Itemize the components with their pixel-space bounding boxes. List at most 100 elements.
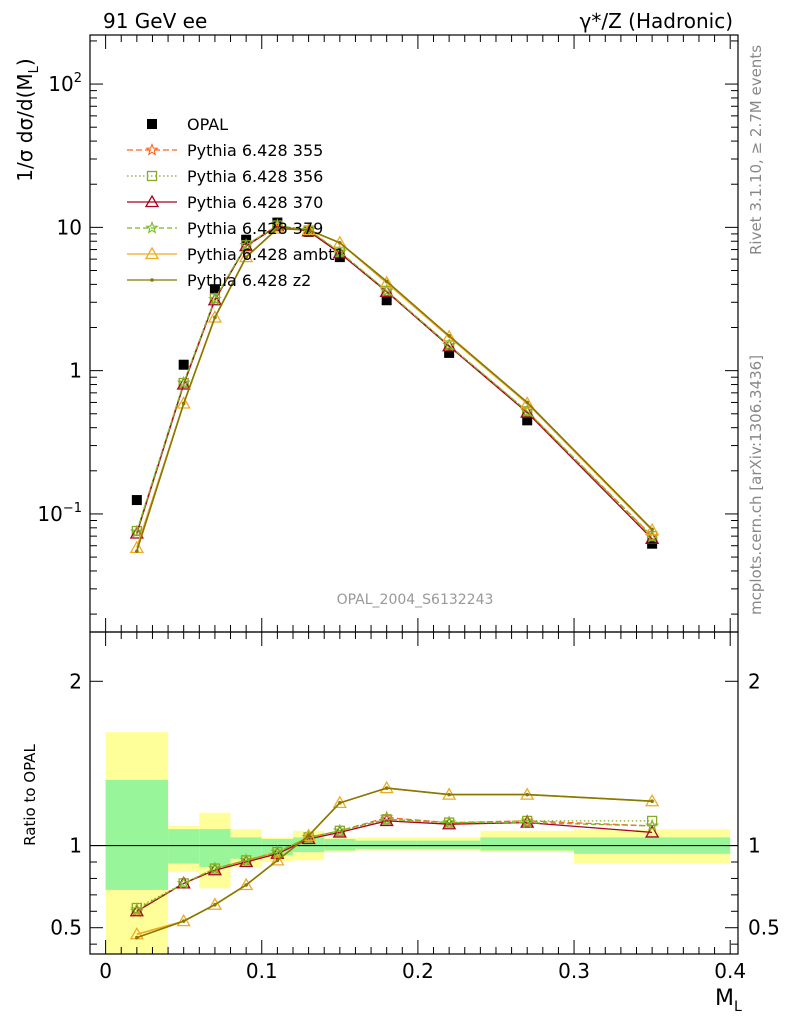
- point-ambt1-3: [239, 249, 254, 263]
- point-p370-10: [644, 531, 660, 545]
- point-opal-9: [522, 415, 533, 426]
- point-z2-2: [213, 315, 217, 320]
- point-p379-3: [239, 238, 253, 251]
- ratio-point-p370-10: [644, 825, 660, 838]
- series-opal: [131, 217, 658, 549]
- point-opal-0: [131, 495, 142, 506]
- x-axis-label: ML: [715, 986, 742, 1015]
- analysis-watermark: OPAL_2004_S6132243: [337, 592, 494, 608]
- point-p379-8: [442, 338, 456, 352]
- series-p356: [131, 220, 658, 542]
- ratio-point-p379-1: [177, 876, 191, 890]
- ratio-point-ambt1-3: [239, 877, 254, 891]
- ratio-y-tick-label-right: 1: [748, 834, 761, 858]
- legend-label-z2: Pythia 6.428 z2: [187, 271, 311, 290]
- ratio-point-z2-3: [244, 883, 248, 887]
- ratio-point-z2-10: [650, 799, 654, 804]
- legend-label-p355: Pythia 6.428 355: [187, 141, 323, 160]
- point-opal-1: [178, 359, 189, 370]
- legend-marker-p355: [145, 142, 159, 156]
- legend-label-opal: OPAL: [187, 115, 228, 134]
- ratio-point-z2-7: [384, 786, 389, 790]
- ratio-point-z2-5: [306, 833, 311, 838]
- legend-label-p370: Pythia 6.428 370: [187, 193, 323, 212]
- point-z2-7: [384, 279, 389, 284]
- ratio-point-p370-9: [520, 815, 535, 828]
- ratio-point-p370-4: [270, 846, 285, 859]
- ratio-band-inner: [355, 840, 418, 849]
- ratio-point-p379-7: [379, 812, 394, 825]
- ratio-y-tick-label-right: 0.5: [748, 916, 780, 940]
- y-tick-label: 1: [69, 359, 82, 383]
- point-z2-6: [338, 241, 342, 245]
- ratio-frame: [89, 631, 739, 955]
- legend-marker-p370: [144, 194, 160, 208]
- point-p379-6: [333, 244, 347, 258]
- point-z2-4: [275, 226, 280, 231]
- point-p379-0: [130, 524, 144, 538]
- ratio-y-tick-label-left: 0.5: [50, 916, 82, 940]
- ratio-point-ambt1-4: [270, 853, 285, 866]
- mcplots-label: mcplots.cern.ch [arXiv:1306.3436]: [747, 355, 765, 615]
- point-z2-8: [447, 334, 451, 338]
- ratio-line-p370: [136, 820, 653, 912]
- ratio-point-ambt1-7: [379, 780, 394, 794]
- legend-marker-p379: [145, 220, 159, 234]
- point-z2-9: [525, 400, 530, 405]
- ratio-point-p370-2: [207, 862, 223, 876]
- x-tick-label: 0.1: [246, 959, 278, 983]
- y-tick-label: 102: [48, 71, 82, 96]
- point-p370-1: [176, 377, 191, 390]
- ratio-y-tick-label-right: 2: [748, 669, 761, 693]
- ratio-point-p379-2: [208, 861, 222, 875]
- series-p379: [130, 218, 659, 543]
- ratio-series-z2: [135, 786, 654, 940]
- ratio-band-inner: [168, 829, 200, 864]
- point-ambt1-7: [379, 275, 394, 288]
- y-tick-label: 10: [57, 215, 82, 239]
- ratio-point-p379-10: [645, 818, 659, 832]
- ratio-band-inner: [480, 837, 575, 851]
- ratio-point-z2-4: [275, 858, 280, 863]
- point-z2-0: [135, 549, 139, 553]
- ratio-point-z2-9: [525, 792, 530, 797]
- main-y-axis-label: 1/σ dσ/d(ML): [13, 58, 42, 181]
- point-opal-2: [209, 284, 220, 295]
- ratio-point-p379-3: [239, 853, 253, 867]
- ratio-point-p379-8: [442, 815, 456, 829]
- point-p379-9: [520, 404, 534, 418]
- header-right-title: γ*/Z (Hadronic): [580, 9, 733, 33]
- x-tick-label: 0.3: [558, 959, 590, 983]
- ratio-point-p370-8: [442, 816, 457, 830]
- legend-marker-p356: [146, 170, 158, 182]
- ratio-point-z2-0: [135, 935, 139, 940]
- y-tick-label: 10−1: [37, 501, 82, 526]
- series-p355: [130, 218, 659, 542]
- point-p379-1: [177, 375, 191, 389]
- series-z2: [135, 226, 654, 553]
- point-ambt1-4: [270, 221, 285, 234]
- point-ambt1-2: [207, 310, 223, 323]
- x-tick-label: 0: [99, 959, 112, 983]
- ratio-band-inner: [230, 837, 262, 859]
- ratio-band-inner: [324, 839, 356, 851]
- ratio-y-tick-label-left: 2: [69, 669, 82, 693]
- ratio-point-p379-6: [333, 823, 347, 837]
- main-panel: 10−1 1 10 102 OPAL_2004_S6132243 OPAL Pythia…: [37, 34, 739, 633]
- ratio-point-z2-8: [447, 792, 451, 797]
- legend-marker-opal: [147, 119, 157, 129]
- point-p379-2: [208, 292, 222, 305]
- x-tick-label: 0.2: [402, 959, 434, 983]
- point-p379-5: [301, 222, 316, 236]
- point-p379-7: [379, 283, 394, 297]
- ratio-point-z2-2: [213, 902, 217, 907]
- legend-marker-ambt1: [144, 246, 160, 260]
- ratio-point-ambt1-5: [301, 828, 316, 841]
- series-p370: [129, 218, 660, 545]
- ratio-band-inner: [417, 840, 481, 849]
- ratio-point-z2-6: [338, 801, 342, 805]
- point-opal-8: [444, 347, 455, 358]
- legend-label-p356: Pythia 6.428 356: [187, 167, 323, 186]
- ratio-band-inner: [199, 829, 231, 867]
- point-ambt1-8: [442, 329, 457, 343]
